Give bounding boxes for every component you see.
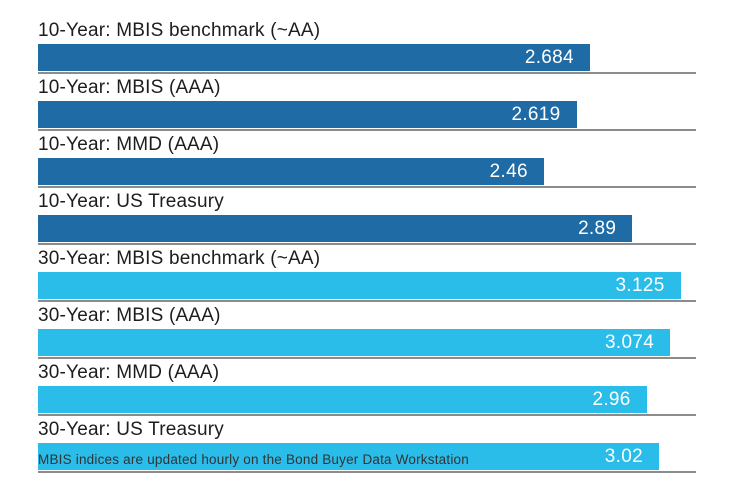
chart-row-1: 10-Year: MBIS (AAA) 2.619 xyxy=(38,77,696,131)
bar-value-label: 2.619 xyxy=(511,104,561,125)
bar-label: 10-Year: US Treasury xyxy=(38,191,224,212)
bar-track: 3.074 xyxy=(38,329,696,356)
bar: 3.125 xyxy=(38,272,681,299)
bar-label: 30-Year: MBIS (AAA) xyxy=(38,305,221,326)
bar-value-label: 2.89 xyxy=(578,218,617,239)
bar-value-label: 2.684 xyxy=(524,47,574,68)
chart-row-6: 30-Year: MMD (AAA) 2.96 xyxy=(38,362,696,416)
chart-row-2: 10-Year: MMD (AAA) 2.46 xyxy=(38,134,696,188)
bar-value-label: 3.074 xyxy=(605,332,655,353)
bar: 2.684 xyxy=(38,44,590,71)
bar-track: 3.125 xyxy=(38,272,696,299)
bar-label: 10-Year: MBIS (AAA) xyxy=(38,77,221,98)
bar-value-label: 3.125 xyxy=(615,275,665,296)
bar-track: 2.96 xyxy=(38,386,696,413)
row-separator xyxy=(38,300,696,302)
bar: 2.46 xyxy=(38,158,544,185)
chart-row-7: 30-Year: US Treasury 3.02 xyxy=(38,419,696,473)
bar: 3.02 xyxy=(38,443,659,470)
row-separator xyxy=(38,357,696,359)
chart-row-3: 10-Year: US Treasury 2.89 xyxy=(38,191,696,245)
chart-row-4: 30-Year: MBIS benchmark (~AA) 3.125 xyxy=(38,248,696,302)
bar: 3.074 xyxy=(38,329,671,356)
bar-track: 2.684 xyxy=(38,44,696,71)
bar-label: 30-Year: US Treasury xyxy=(38,419,224,440)
bar-value-label: 2.96 xyxy=(592,389,631,410)
row-separator xyxy=(38,129,696,131)
bar-chart: 10-Year: MBIS benchmark (~AA) 2.684 10-Y… xyxy=(38,20,696,476)
chart-footnote: MBIS indices are updated hourly on the B… xyxy=(38,452,469,467)
bar-track: 2.619 xyxy=(38,101,696,128)
bar-track: 3.02 xyxy=(38,443,696,470)
row-separator xyxy=(38,72,696,74)
bar-value-label: 3.02 xyxy=(604,446,643,467)
bar-label: 10-Year: MMD (AAA) xyxy=(38,134,220,155)
bar-label: 10-Year: MBIS benchmark (~AA) xyxy=(38,20,321,41)
chart-row-0: 10-Year: MBIS benchmark (~AA) 2.684 xyxy=(38,20,696,74)
bar-label: 30-Year: MBIS benchmark (~AA) xyxy=(38,248,321,269)
bar: 2.96 xyxy=(38,386,647,413)
row-separator xyxy=(38,186,696,188)
bar-label: 30-Year: MMD (AAA) xyxy=(38,362,220,383)
bar-track: 2.46 xyxy=(38,158,696,185)
bar-value-label: 2.46 xyxy=(489,161,528,182)
bar: 2.619 xyxy=(38,101,577,128)
chart-row-5: 30-Year: MBIS (AAA) 3.074 xyxy=(38,305,696,359)
row-separator xyxy=(38,414,696,416)
row-separator xyxy=(38,471,696,473)
bar-track: 2.89 xyxy=(38,215,696,242)
row-separator xyxy=(38,243,696,245)
bar: 2.89 xyxy=(38,215,633,242)
